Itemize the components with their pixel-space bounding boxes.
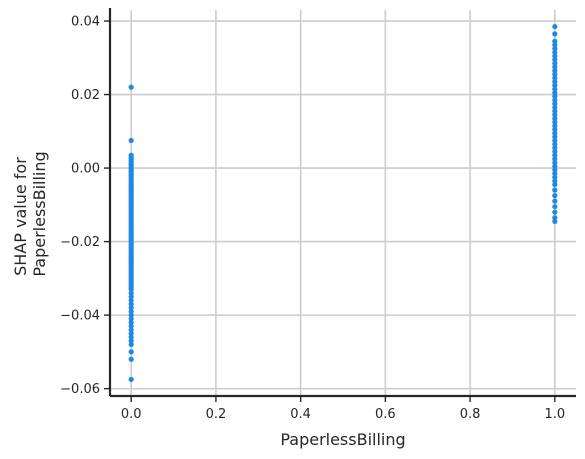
data-point-1-21: [552, 108, 558, 114]
y-tick-label-3: 0.00: [71, 162, 100, 177]
x-axis-title: PaperlessBilling: [280, 430, 405, 449]
data-point-1-46: [552, 209, 558, 215]
data-point-0-84: [128, 319, 134, 326]
data-point-1-41: [552, 182, 558, 188]
data-point-0-75: [128, 286, 134, 292]
y-axis-title: SHAP value for PaperlessBilling: [11, 151, 49, 276]
data-point-1-42: [552, 187, 558, 193]
data-point-0-92: [128, 356, 134, 362]
data-point-1-35: [552, 159, 558, 166]
data-point-1-38: [552, 170, 558, 177]
data-point-1-29: [552, 137, 558, 144]
data-point-0-90: [128, 341, 134, 348]
data-point-0-80: [128, 305, 134, 311]
data-point-1-7: [552, 57, 558, 63]
data-point-1-19: [552, 101, 558, 107]
data-point-1-48: [552, 218, 558, 224]
data-point-1-37: [552, 167, 558, 173]
data-point-1-44: [552, 198, 558, 204]
data-point-1-13: [552, 79, 558, 85]
y-axis-title-line-1: SHAP value for: [11, 157, 30, 276]
data-point-0-78: [128, 297, 134, 304]
y-tick-label-5: 0.04: [71, 15, 100, 30]
data-point-1-45: [552, 204, 558, 210]
data-point-1-18: [552, 97, 558, 103]
data-point-0-83: [128, 316, 134, 322]
data-point-0-87: [128, 330, 134, 337]
data-point-0-91: [128, 349, 134, 355]
x-tick-label-3: 0.6: [375, 407, 396, 422]
data-point-1-2: [552, 38, 558, 44]
y-tick-label-1: −0.04: [60, 309, 100, 324]
data-point-1-12: [552, 75, 558, 81]
tick-labels: 0.0 0.2 0.4 0.6 0.8 1.0 −0.06 −0.04 −0.02 0.00 0.0…: [60, 15, 565, 422]
data-points: [128, 23, 558, 383]
y-tick-label-4: 0.02: [71, 88, 100, 103]
data-point-0-82: [128, 312, 134, 318]
y-tick-label-2: −0.02: [60, 235, 100, 250]
data-point-0-77: [128, 294, 134, 300]
data-point-1-14: [552, 82, 558, 88]
data-point-0-88: [128, 334, 134, 340]
data-point-1-20: [552, 104, 558, 111]
data-point-1-5: [552, 49, 558, 55]
data-point-1-11: [552, 71, 558, 77]
data-point-1-40: [552, 178, 558, 184]
data-point-0-89: [128, 338, 134, 344]
grid-lines: [110, 10, 576, 396]
data-point-1-1: [552, 31, 558, 37]
data-point-1-15: [552, 86, 558, 92]
data-point-1-16: [552, 90, 558, 96]
data-point-1-9: [552, 64, 558, 70]
data-point-1-34: [552, 156, 558, 162]
x-tick-label-0: 0.0: [121, 407, 142, 422]
x-tick-label-5: 1.0: [544, 407, 565, 422]
data-point-0-81: [128, 308, 134, 315]
y-tick-label-0: −0.06: [60, 382, 100, 397]
x-tick-label-1: 0.2: [206, 407, 227, 422]
data-point-1-47: [552, 215, 558, 221]
data-point-0-86: [128, 327, 134, 333]
data-point-1-36: [552, 163, 558, 169]
data-point-1-27: [552, 130, 558, 136]
data-point-1-30: [552, 141, 558, 147]
data-point-1-0: [552, 23, 558, 30]
data-point-1-25: [552, 123, 558, 129]
data-point-0-76: [128, 290, 134, 296]
data-point-1-17: [552, 93, 558, 99]
data-point-1-4: [552, 46, 558, 52]
data-point-0-79: [128, 301, 134, 307]
axes: [104, 8, 576, 402]
data-point-1-6: [552, 53, 558, 59]
data-point-0-93: [128, 376, 134, 383]
data-point-1-32: [552, 148, 558, 155]
data-point-0-0: [128, 84, 134, 90]
data-point-1-39: [552, 174, 558, 180]
data-point-1-28: [552, 134, 558, 140]
data-point-1-8: [552, 60, 558, 66]
data-point-1-33: [552, 152, 558, 158]
data-point-1-10: [552, 68, 558, 74]
x-tick-label-4: 0.8: [460, 407, 481, 422]
data-point-1-26: [552, 126, 558, 133]
data-point-1-43: [552, 193, 558, 199]
data-point-0-1: [128, 137, 134, 144]
data-point-1-22: [552, 112, 558, 118]
x-tick-label-2: 0.4: [290, 407, 311, 422]
data-point-0-85: [128, 323, 134, 329]
data-point-1-3: [552, 42, 558, 48]
data-point-1-31: [552, 145, 558, 151]
data-point-1-23: [552, 115, 558, 122]
data-point-1-24: [552, 119, 558, 125]
y-axis-title-line-2: PaperlessBilling: [30, 151, 49, 276]
